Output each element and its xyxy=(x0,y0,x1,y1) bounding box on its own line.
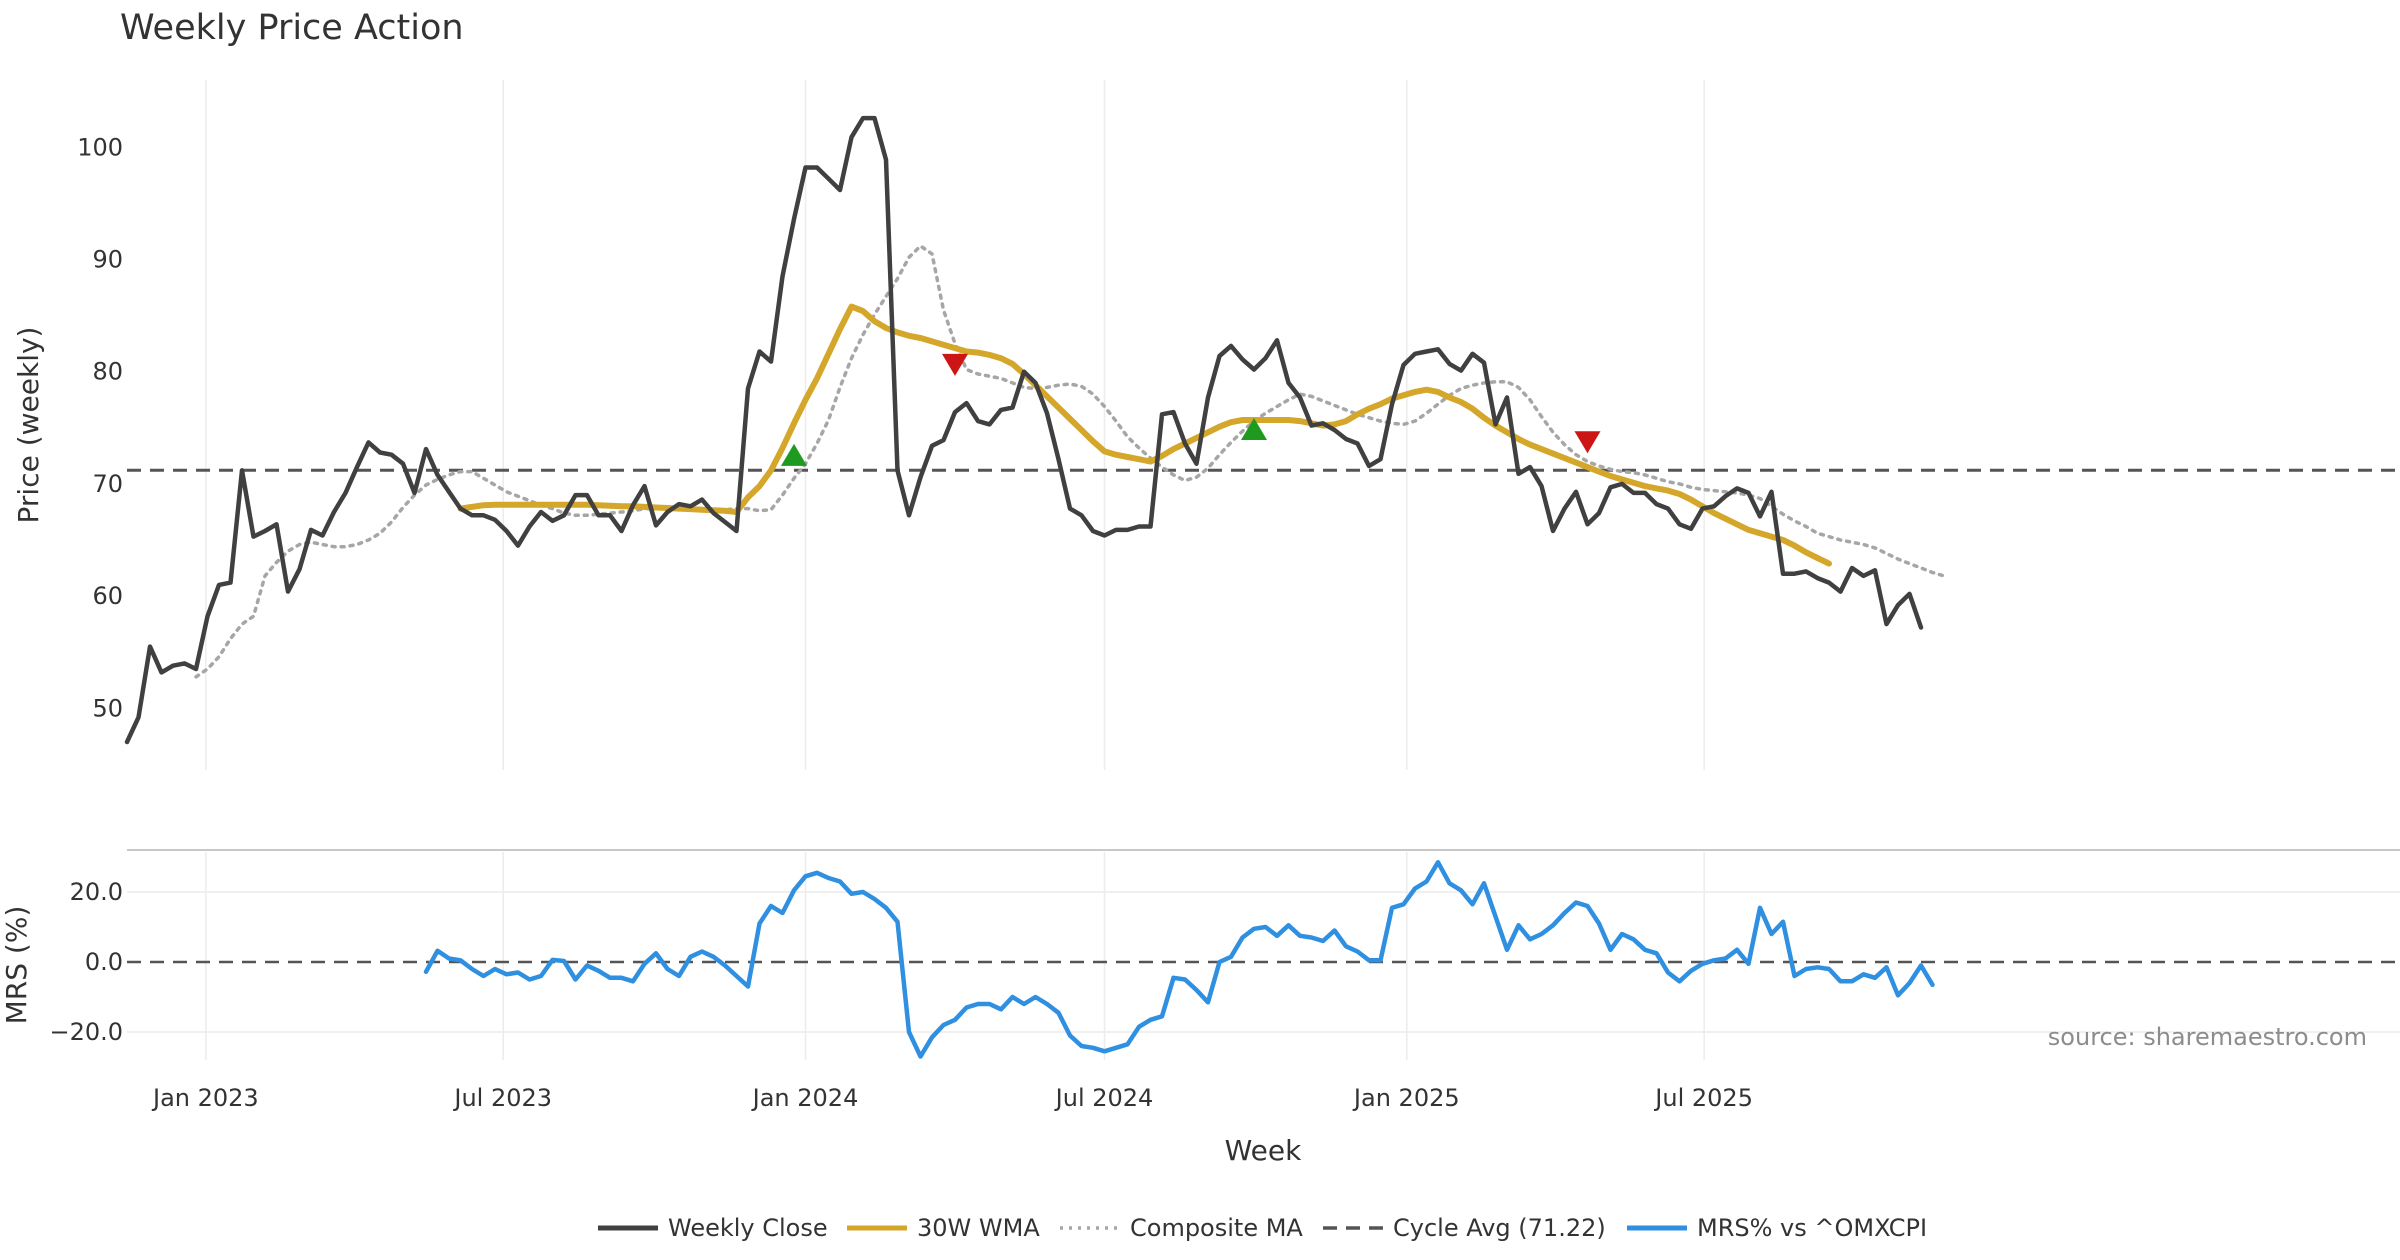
x-tick-label: Jul 2023 xyxy=(452,1084,552,1112)
price-y-tick-label: 80 xyxy=(92,358,123,386)
price-axis-title: Price (weekly) xyxy=(12,327,45,524)
legend-label: Weekly Close xyxy=(668,1214,828,1242)
legend: Weekly Close 30W WMA Composite MA Cycle Avg… xyxy=(598,1214,1927,1242)
tick-labels: Jan 2023 Jul 2023 Jan 2024 Jul 2024 Jan 2025… xyxy=(49,133,1753,1112)
x-tick-label: Jul 2024 xyxy=(1054,1084,1154,1112)
mrs-axis-title: MRS (%) xyxy=(0,906,33,1025)
buy-signal-marker xyxy=(1241,418,1267,441)
legend-label: MRS% vs ^OMXCPI xyxy=(1697,1214,1927,1242)
x-tick-label: Jan 2024 xyxy=(751,1084,859,1112)
legend-label: Cycle Avg (71.22) xyxy=(1393,1214,1606,1242)
reference-lines xyxy=(127,468,2400,964)
x-tick-label: Jan 2025 xyxy=(1352,1084,1460,1112)
price-y-tick-label: 90 xyxy=(92,246,123,274)
mrs-y-tick-label: 20.0 xyxy=(70,878,123,906)
legend-label: 30W WMA xyxy=(917,1214,1040,1242)
price-y-tick-label: 70 xyxy=(92,470,123,498)
mrs-line xyxy=(423,860,1935,1059)
series-layer xyxy=(124,115,1946,1059)
composite-ma-line xyxy=(194,244,1946,679)
buy-signal-marker xyxy=(781,443,807,466)
weekly-close-line xyxy=(124,115,1924,745)
source-note: source: sharemaestro.com xyxy=(2048,1023,2367,1051)
x-axis-title: Week xyxy=(1225,1134,1302,1167)
legend-label: Composite MA xyxy=(1130,1214,1303,1242)
grid-layer xyxy=(127,80,2400,1060)
sell-signal-marker xyxy=(1574,431,1601,454)
mrs-y-tick-label: 0.0 xyxy=(85,948,123,976)
x-tick-label: Jul 2025 xyxy=(1653,1084,1753,1112)
wma-30w-line xyxy=(457,303,1832,567)
price-y-tick-label: 100 xyxy=(77,133,123,161)
price-y-tick-label: 50 xyxy=(92,694,123,722)
chart-title: Weekly Price Action xyxy=(120,8,464,48)
mrs-y-tick-label: −20.0 xyxy=(49,1018,123,1046)
signal-markers xyxy=(781,353,1601,466)
x-tick-label: Jan 2023 xyxy=(151,1084,259,1112)
sell-signal-marker xyxy=(942,353,968,376)
price-y-tick-label: 60 xyxy=(92,582,123,610)
